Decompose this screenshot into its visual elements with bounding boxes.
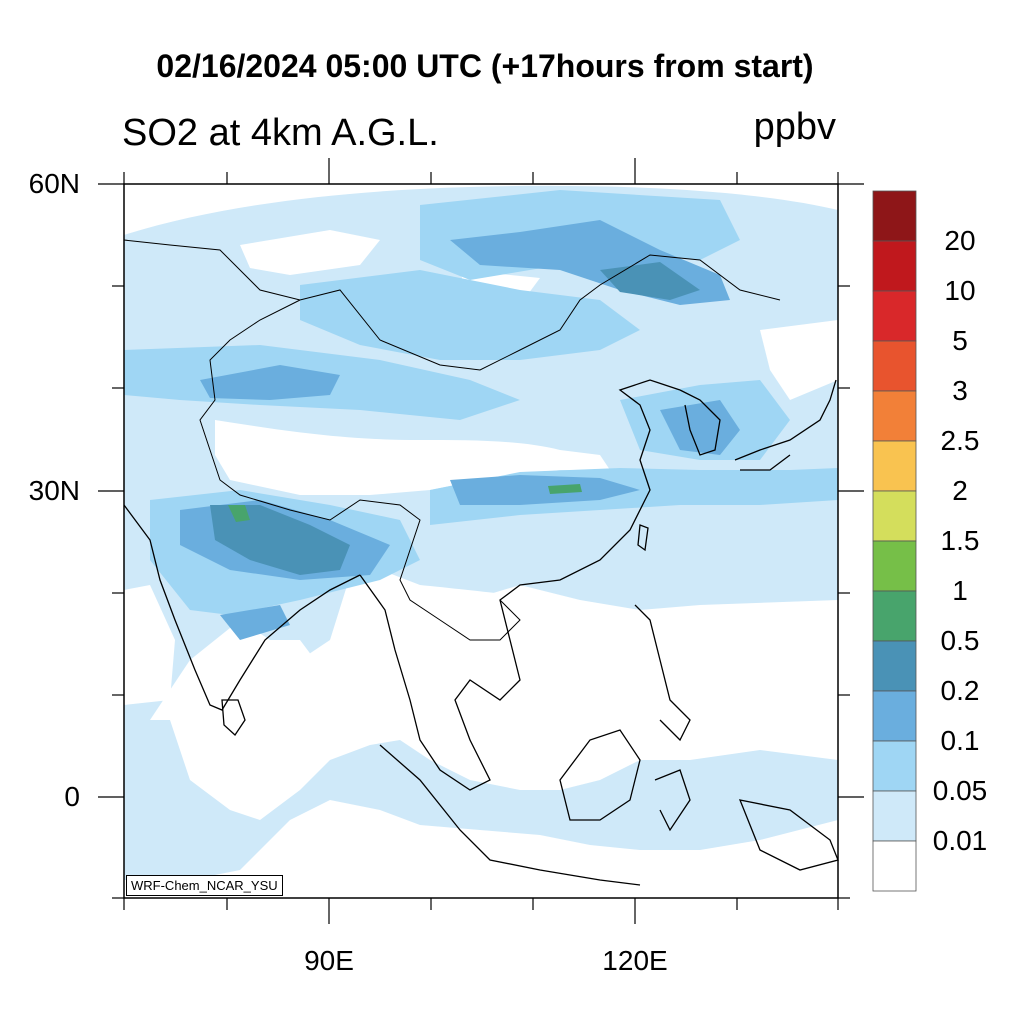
field-strong-china [450, 475, 640, 505]
colorbar-label: 0.01 [932, 825, 988, 856]
lat-label-60n: 60N [28, 168, 80, 199]
lon-label-120e: 120E [602, 945, 668, 976]
field-gap-north [240, 230, 380, 275]
field-strong-korea [660, 400, 740, 455]
colorbar-label: 3 [952, 375, 968, 406]
plot-frame [123, 183, 839, 899]
colorbar-swatch [872, 540, 917, 592]
sumatra-java [379, 744, 641, 886]
colorbar-label: 10 [944, 275, 976, 306]
lon-label-90e: 90E [304, 945, 354, 976]
philippines [634, 604, 691, 742]
field-strong-south-india [220, 605, 290, 640]
colorbar-swatch [872, 740, 917, 792]
field-gap-pacific [760, 320, 838, 400]
borneo [559, 729, 641, 821]
model-credit: WRF-Chem_NCAR_YSU [126, 875, 283, 896]
colorbar-swatch [872, 190, 917, 242]
sri-lanka [221, 699, 246, 736]
field-gap-tibet [215, 420, 610, 495]
colorbar-label: 0.5 [940, 625, 980, 656]
colorbar-swatch [872, 440, 917, 492]
field-deep-ganges [210, 505, 350, 575]
colorbar-label: 0.2 [940, 675, 980, 706]
lat-label-0: 0 [64, 781, 80, 812]
sulawesi [654, 769, 691, 832]
japan [734, 379, 837, 471]
colorbar-label: 2.5 [940, 425, 980, 456]
colorbar-swatch [872, 290, 917, 342]
colorbar-label: 20 [944, 225, 976, 256]
field-gap-se-asia [420, 585, 838, 780]
colorbar-label: 5 [952, 325, 968, 356]
field-green-china [548, 484, 582, 494]
field-strong-band [200, 365, 340, 400]
coastlines [123, 239, 839, 886]
taiwan [637, 524, 649, 552]
colorbar-swatch [872, 490, 917, 542]
tick-marks [98, 158, 864, 924]
borders-asia [123, 239, 781, 641]
colorbar-label: 0.05 [932, 775, 988, 806]
field-green-ganges [228, 505, 250, 522]
colorbar [872, 190, 917, 892]
coastline-korea [679, 389, 721, 456]
variable-label: SO2 at 4km A.G.L. [122, 112, 439, 154]
coastline-se-asia [359, 379, 681, 791]
colorbar-swatch [872, 590, 917, 642]
colorbar-swatch [872, 640, 917, 692]
units-label: ppbv [753, 106, 836, 148]
field-mid-central [300, 270, 640, 360]
colorbar-label: 0.1 [940, 725, 980, 756]
colorbar-label: 2 [952, 475, 968, 506]
field-deep-mongolia [600, 262, 700, 300]
colorbar-swatch [872, 390, 917, 442]
colorbar-label: 1.5 [940, 525, 980, 556]
colorbar-swatch [872, 340, 917, 392]
colorbar-swatch [872, 840, 917, 892]
map-title: 02/16/2024 05:00 UTC (+17hours from star… [156, 48, 814, 84]
colorbar-swatch [872, 790, 917, 842]
field-gap-bay [215, 640, 330, 740]
coastline-india [123, 504, 361, 711]
lat-label-30n: 30N [28, 475, 80, 506]
colorbar-swatch [872, 240, 917, 292]
so2-concentration-field [124, 185, 838, 880]
field-gap-west [124, 585, 175, 705]
colorbar-swatch [872, 690, 917, 742]
colorbar-label: 1 [952, 575, 968, 606]
field-light-south [124, 720, 838, 880]
